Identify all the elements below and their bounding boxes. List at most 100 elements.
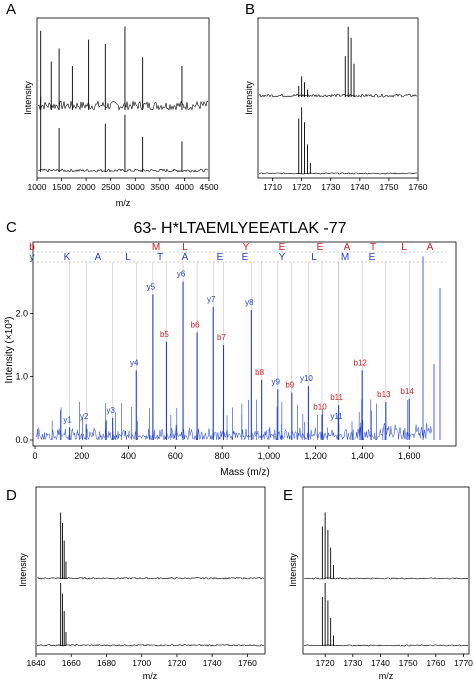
fragment-label-y9: y9 bbox=[272, 377, 281, 386]
panel-c-frame bbox=[32, 241, 457, 447]
fragment-label-b10: b10 bbox=[313, 403, 327, 412]
x-tick-label: 2000 bbox=[77, 182, 96, 192]
x-tick-label: 1640 bbox=[27, 658, 46, 668]
x-tick-label: 1720 bbox=[292, 182, 311, 192]
y-sequence-letter: E bbox=[242, 252, 249, 263]
x-tick-label: 800 bbox=[215, 451, 230, 461]
fragment-label-y7: y7 bbox=[207, 295, 216, 304]
panel-b-traces bbox=[258, 26, 418, 175]
x-tick-label: 1500 bbox=[52, 182, 71, 192]
panel-d-x-ticks: 1640 1660 1680 1700 1720 1740 1760 bbox=[27, 654, 257, 668]
panel-b-y-label: Intensity bbox=[244, 81, 254, 115]
x-tick-label: 1740 bbox=[371, 658, 390, 668]
y-sequence-letter: y bbox=[30, 252, 35, 263]
x-tick-label: 1,600 bbox=[398, 451, 421, 461]
panel-letter-a: A bbox=[6, 1, 16, 18]
x-tick-label: 1740 bbox=[350, 182, 369, 192]
y-sequence-letter: A bbox=[95, 252, 102, 263]
panel-a-traces bbox=[37, 26, 209, 173]
panel-b: 1710 1720 1730 1740 1750 1760 Intensity bbox=[244, 17, 428, 192]
panel-e: 1720 1730 1740 1750 1760 1770 m/z Intensity bbox=[288, 486, 473, 681]
x-tick-label: 3500 bbox=[150, 182, 169, 192]
fragment-label-y10: y10 bbox=[300, 374, 313, 383]
x-tick-label: 1730 bbox=[343, 658, 362, 668]
y-sequence-letter: L bbox=[125, 252, 131, 263]
y-sequence-letter: A bbox=[182, 252, 189, 263]
panel-a-x-ticks: 1000 1500 2000 2500 3000 3500 4000 4500 bbox=[28, 178, 219, 192]
x-tick-label: 0 bbox=[32, 451, 37, 461]
x-tick-label: 1,200 bbox=[304, 451, 327, 461]
panel-a-x-label: m/z bbox=[116, 198, 131, 208]
panel-c-x-label: Mass (m/z) bbox=[220, 467, 269, 478]
b-sequence-letter: L bbox=[182, 242, 188, 253]
panel-letter-b: B bbox=[245, 1, 255, 18]
fragment-label-y3: y3 bbox=[106, 406, 115, 415]
x-tick-label: 1720 bbox=[167, 658, 186, 668]
panel-c-y-label: Intensity (×10³) bbox=[4, 317, 15, 384]
x-tick-label: 1740 bbox=[203, 658, 222, 668]
panel-e-traces bbox=[303, 512, 469, 647]
x-tick-label: 1660 bbox=[62, 658, 81, 668]
y-tick-label: 0.0 bbox=[15, 435, 28, 445]
panel-c-noise bbox=[35, 256, 441, 441]
panel-a: 1000 1500 2000 2500 3000 3500 4000 4500 m/z Int… bbox=[23, 17, 219, 208]
panel-c-x-ticks: 0 200 400 600 800 1,000 1,200 1,400 1,600 bbox=[32, 446, 420, 461]
noise-trace bbox=[35, 423, 432, 441]
y-sequence-letter: E bbox=[217, 252, 224, 263]
fragment-label-y6: y6 bbox=[177, 270, 186, 279]
x-tick-label: 3000 bbox=[126, 182, 145, 192]
fragment-label-y5: y5 bbox=[147, 282, 156, 291]
x-tick-label: 1000 bbox=[28, 182, 47, 192]
y-sequence-letter: E bbox=[369, 252, 376, 263]
y-sequence-letter: M bbox=[341, 252, 349, 263]
x-tick-label: 1760 bbox=[238, 658, 257, 668]
panel-c-peaks: y1 y2 y3 y4 y5 y6 y7 y8 y9 y10 y11 b5 b6 b7 b8 b9 b10b11… bbox=[63, 270, 414, 440]
x-tick-label: 1770 bbox=[454, 658, 473, 668]
x-tick-label: 400 bbox=[121, 451, 136, 461]
panel-d-x-label: m/z bbox=[143, 671, 158, 681]
fragment-label-y2: y2 bbox=[80, 412, 89, 421]
panel-b-baseline-1 bbox=[258, 93, 418, 98]
b-sequence-letter: T bbox=[370, 242, 376, 253]
y-sequence-letter: K bbox=[64, 252, 71, 263]
x-tick-label: 1,000 bbox=[258, 451, 281, 461]
panel-a-baseline-2 bbox=[37, 168, 209, 173]
fragment-label-y1: y1 bbox=[63, 415, 72, 424]
b-sequence-letter: Y bbox=[243, 242, 250, 253]
panel-a-frame bbox=[36, 17, 210, 179]
panel-e-y-label: Intensity bbox=[288, 553, 298, 587]
panel-letter-e: E bbox=[283, 487, 293, 504]
panel-d-y-label: Intensity bbox=[18, 553, 28, 587]
fragment-label-b8: b8 bbox=[255, 368, 264, 377]
x-tick-label: 4500 bbox=[200, 182, 219, 192]
fragment-label-b6: b6 bbox=[191, 320, 200, 329]
x-tick-label: 4000 bbox=[175, 182, 194, 192]
panel-letter-c: C bbox=[6, 219, 17, 236]
panel-c-sequence: b M L Y E E A T L Ay K A L T A E E Y L M E bbox=[29, 242, 433, 263]
b-sequence-letter: A bbox=[427, 242, 434, 253]
panel-e-frame bbox=[302, 486, 470, 655]
panel-e-baseline-2 bbox=[303, 644, 469, 647]
fragment-label-b9: b9 bbox=[285, 381, 294, 390]
y-sequence-letter: Y bbox=[279, 252, 286, 263]
panel-c-y-ticks: 0.0 1.0 2.0 bbox=[15, 308, 33, 445]
y-tick-label: 2.0 bbox=[15, 308, 28, 318]
x-tick-label: 200 bbox=[74, 451, 89, 461]
panel-c-title: 63- H*LTAEMLYEEATLAK -77 bbox=[133, 220, 346, 237]
b-sequence-letter: E bbox=[279, 242, 286, 253]
x-tick-label: 2500 bbox=[101, 182, 120, 192]
fragment-label-b13: b13 bbox=[377, 390, 391, 399]
panel-e-x-label: m/z bbox=[379, 671, 394, 681]
x-tick-label: 1,400 bbox=[351, 451, 374, 461]
panel-b-frame bbox=[257, 17, 419, 179]
fragment-label-b11: b11 bbox=[330, 393, 343, 402]
x-tick-label: 1760 bbox=[409, 182, 428, 192]
panel-e-baseline-1 bbox=[303, 577, 469, 580]
panel-a-y-label: Intensity bbox=[23, 81, 33, 115]
x-tick-label: 1720 bbox=[316, 658, 335, 668]
y-sequence-letter: L bbox=[311, 252, 317, 263]
fragment-label-b12: b12 bbox=[354, 358, 368, 367]
x-tick-label: 1700 bbox=[132, 658, 151, 668]
